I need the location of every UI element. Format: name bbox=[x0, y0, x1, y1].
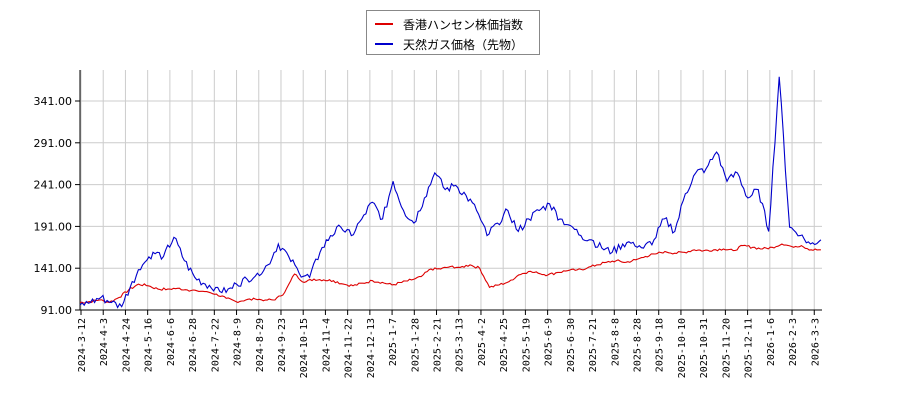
natural-gas-line bbox=[79, 76, 822, 309]
series-lines bbox=[79, 76, 822, 309]
x-tick-label: 2024-4-3 bbox=[99, 318, 110, 366]
y-tick-label: 341.00 bbox=[34, 95, 73, 108]
x-tick-label: 2024-6-28 bbox=[188, 318, 199, 372]
x-tick-label: 2024-8-9 bbox=[233, 318, 244, 366]
x-tick-label: 2025-11-20 bbox=[721, 318, 732, 378]
x-tick-label: 2024-6-6 bbox=[166, 318, 177, 366]
x-tick-label: 2025-4-25 bbox=[499, 318, 510, 372]
x-tick-label: 2024-5-16 bbox=[144, 318, 155, 372]
x-tick-label: 2026-3-3 bbox=[810, 318, 821, 366]
plot-area bbox=[80, 70, 822, 310]
x-tick-label: 2025-8-8 bbox=[610, 318, 621, 366]
gridlines bbox=[80, 70, 822, 311]
y-tick-label: 91.00 bbox=[41, 304, 73, 317]
x-tick-label: 2024-7-22 bbox=[210, 318, 221, 372]
x-tick-label: 2024-10-15 bbox=[299, 318, 310, 378]
legend-swatch-red bbox=[375, 23, 393, 25]
x-tick-label: 2025-9-18 bbox=[655, 318, 666, 372]
x-tick-label: 2026-1-6 bbox=[766, 318, 777, 366]
x-tick-label: 2025-6-30 bbox=[566, 318, 577, 372]
x-tick-label: 2025-1-7 bbox=[388, 318, 399, 366]
x-tick-label: 2024-11-4 bbox=[321, 318, 332, 372]
x-tick-label: 2025-4-2 bbox=[477, 318, 488, 366]
legend-label: 天然ガス価格（先物） bbox=[403, 37, 524, 52]
x-tick-label: 2024-12-13 bbox=[366, 318, 377, 378]
x-tick-label: 2025-6-9 bbox=[544, 318, 555, 366]
legend: 香港ハンセン株価指数 天然ガス価格（先物） bbox=[366, 10, 540, 55]
legend-label: 香港ハンセン株価指数 bbox=[403, 17, 524, 32]
x-tick-label: 2024-11-22 bbox=[344, 318, 355, 378]
x-axis: 2024-3-12 2024-4-3 2024-4-24 2024-5-16 2024-… bbox=[77, 309, 822, 378]
x-tick-label: 2025-7-21 bbox=[588, 318, 599, 372]
legend-swatch-blue bbox=[375, 43, 393, 45]
x-tick-label: 2024-4-24 bbox=[121, 318, 132, 372]
x-tick-label: 2024-3-12 bbox=[77, 318, 88, 372]
x-tick-label: 2025-10-10 bbox=[677, 318, 688, 378]
x-tick-label: 2025-8-28 bbox=[633, 318, 644, 372]
legend-item-hang-seng: 香港ハンセン株価指数 bbox=[375, 15, 523, 33]
x-tick-label: 2025-12-11 bbox=[744, 318, 755, 378]
x-tick-label: 2025-2-21 bbox=[433, 318, 444, 372]
x-tick-label: 2025-5-19 bbox=[521, 318, 532, 372]
x-tick-label: 2026-2-3 bbox=[788, 318, 799, 366]
x-tick-label: 2025-1-28 bbox=[410, 318, 421, 372]
hang-seng-line bbox=[79, 243, 821, 304]
y-tick-label: 241.00 bbox=[34, 179, 73, 192]
x-tick-label: 2024-8-29 bbox=[255, 318, 266, 372]
x-tick-label: 2025-10-31 bbox=[699, 318, 710, 378]
x-tick-label: 2025-3-13 bbox=[455, 318, 466, 372]
legend-item-natural-gas: 天然ガス価格（先物） bbox=[375, 35, 523, 53]
x-tick-label: 2024-9-23 bbox=[277, 318, 288, 372]
y-axis: 91.00 141.00 191.00 241.00 291.00 341.00 bbox=[34, 70, 81, 317]
y-tick-label: 291.00 bbox=[34, 137, 73, 150]
y-tick-label: 191.00 bbox=[34, 220, 73, 233]
y-tick-label: 141.00 bbox=[34, 262, 73, 275]
